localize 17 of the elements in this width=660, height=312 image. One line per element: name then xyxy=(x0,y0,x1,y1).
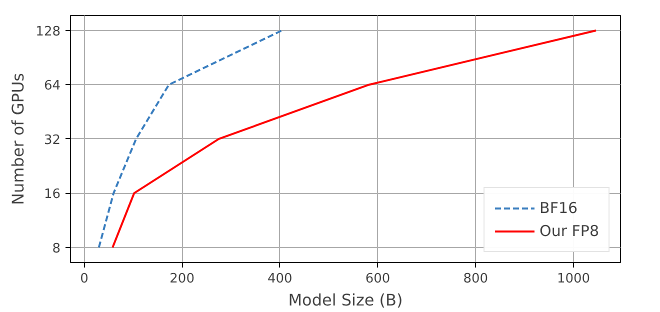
x-tick-label: 800 xyxy=(463,272,488,286)
x-tick-label: 400 xyxy=(268,272,292,286)
x-tick-label: 200 xyxy=(170,272,194,286)
y-tick-label: 128 xyxy=(36,24,61,40)
legend-label: BF16 xyxy=(540,199,578,217)
line-series xyxy=(112,29,598,248)
x-tick-label: 1000 xyxy=(556,272,590,286)
x-axis-title: Model Size (B) xyxy=(288,290,403,310)
line-series xyxy=(98,29,283,248)
y-tick-label: 8 xyxy=(52,241,61,256)
x-tick-label: 0 xyxy=(80,272,88,286)
legend-label: Our FP8 xyxy=(540,222,599,240)
y-tick-label: 32 xyxy=(44,132,61,148)
y-axis-title: Number of GPUs xyxy=(8,73,28,205)
x-tick-label: 600 xyxy=(365,272,390,286)
y-tick-label: 16 xyxy=(44,187,61,202)
y-tick-label: 64 xyxy=(44,78,61,94)
